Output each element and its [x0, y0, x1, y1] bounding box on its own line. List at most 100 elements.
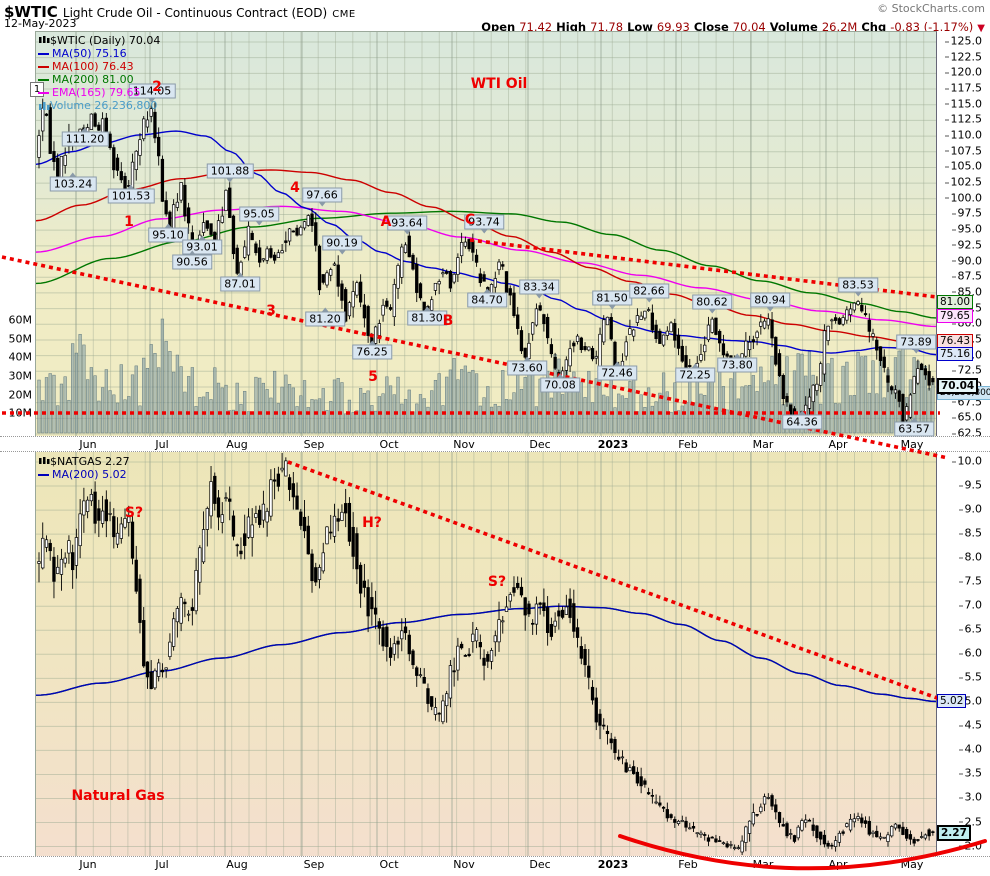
- price-callout: 83.53: [838, 277, 878, 297]
- wtic-y-axis-tick: 102.5: [938, 176, 983, 189]
- price-callout: 93.74: [464, 214, 504, 234]
- price-callout: 101.88: [206, 163, 254, 183]
- legend-label: $WTIC (Daily) 70.04: [50, 34, 161, 47]
- legend-item: MA(100) 76.43: [38, 60, 134, 73]
- candlestick-icon: [39, 457, 50, 464]
- wtic-y-axis-tick: 112.5: [938, 113, 983, 126]
- copyright: © StockCharts.com: [877, 2, 985, 15]
- chart-date: 12-May-2023: [4, 17, 77, 30]
- wtic-volume-axis-tick: 10M: [8, 406, 33, 420]
- legend-item: MA(200) 5.02: [38, 468, 127, 481]
- month-label-apr: Apr: [828, 438, 848, 451]
- price-callout: 95.10: [148, 223, 188, 243]
- red-annotation: WTI Oil: [470, 76, 528, 92]
- chart-header-left: $WTIC Light Crude Oil - Continuous Contr…: [4, 2, 356, 21]
- price-callout: 81.30: [407, 306, 447, 326]
- price-callout: 81.20: [305, 307, 345, 327]
- quote-label-chg: Chg: [861, 20, 887, 34]
- price-callout: 73.80: [717, 353, 757, 373]
- natgas-y-axis-tick: 3.0: [938, 791, 983, 804]
- red-annotation: A: [380, 214, 392, 230]
- page-title: Light Crude Oil - Continuous Contract (E…: [62, 6, 328, 20]
- natgas-y-axis-tick: 6.5: [938, 623, 983, 636]
- price-callout: 93.01: [182, 235, 222, 255]
- natgas-y-axis-tick: 5.5: [938, 671, 983, 684]
- natgas-y-axis-tick: 3.5: [938, 767, 983, 780]
- quote-value-high: 71.78: [590, 20, 624, 34]
- month-label-sep: Sep: [303, 858, 325, 871]
- quote-label-high: High: [556, 20, 587, 34]
- natgas-y-axis-tick: 8.0: [938, 551, 983, 564]
- ma-line-icon: [38, 474, 49, 476]
- price-callout: 90.56: [172, 250, 212, 270]
- quote-row: Open 71.42 High 71.78 Low 69.93 Close 70.04 Volu…: [477, 16, 985, 35]
- red-annotation: 3: [266, 303, 276, 319]
- month-label-2023: 2023: [597, 438, 629, 451]
- red-annotation: 5: [368, 369, 378, 385]
- month-label-apr: Apr: [828, 858, 848, 871]
- month-label-2023: 2023: [597, 858, 629, 871]
- natgas-y-axis-tick: 4.5: [938, 719, 983, 732]
- natgas-month-axis: Jun Jul Aug Sep Oct Nov Dec 2023 Feb Mar Apr May: [0, 856, 990, 876]
- legend-label: MA(50) 75.16: [52, 47, 127, 60]
- natgas-y-axis-tick: 7.5: [938, 575, 983, 588]
- red-annotation: 2: [152, 79, 162, 95]
- wtic-y-axis-tick: 120.0: [938, 66, 983, 79]
- price-callout: 76.25: [352, 340, 392, 360]
- wtic-y-axis-tick: 65.0: [938, 411, 983, 424]
- natgas-y-axis-tick: 9.0: [938, 503, 983, 516]
- wtic-y-axis-tick: 92.5: [938, 238, 983, 251]
- natgas-y-axis-tick: 5.0: [938, 695, 983, 708]
- red-annotation: 4: [290, 180, 300, 196]
- natgas-y-axis-tick: 4.0: [938, 743, 983, 756]
- symbol: $WTIC: [4, 3, 58, 21]
- legend-label: MA(200) 81.00: [52, 73, 134, 86]
- wtic-y-axis-tick: 90.0: [938, 254, 983, 267]
- price-callout: 93.64: [387, 215, 427, 235]
- price-callout: 73.60: [507, 356, 547, 376]
- wtic-volume-axis-tick: 60M: [8, 313, 33, 327]
- wtic-y-axis-tick: 105.0: [938, 160, 983, 173]
- quote-value-close: 70.04: [732, 20, 766, 34]
- month-label-feb: Feb: [678, 858, 698, 871]
- candlestick-icon: [39, 36, 50, 43]
- red-annotation: 1: [124, 214, 134, 230]
- wtic-month-axis: Jun Jul Aug Sep Oct Nov Dec 2023 Feb Mar Apr May: [0, 436, 990, 452]
- month-label-mar: Mar: [752, 858, 774, 871]
- natgas-y-axis-tick: 2.5: [938, 815, 983, 828]
- price-callout: 90.19: [322, 235, 362, 255]
- legend-item: EMA(165) 79.65: [38, 86, 141, 99]
- red-annotation: S?: [124, 505, 144, 521]
- axis-price-tag: 2.27: [937, 825, 971, 841]
- price-callout: 103.24: [49, 172, 97, 192]
- red-annotation: C: [464, 212, 476, 228]
- ma-line-icon: [38, 79, 49, 81]
- price-callout: 111.20: [61, 127, 109, 147]
- quote-label-close: Close: [693, 20, 729, 34]
- price-callout: 97.66: [302, 187, 342, 207]
- month-label-dec: Dec: [529, 858, 551, 871]
- price-callout: 95.05: [239, 206, 279, 226]
- natgas-y-axis-tick: 7.0: [938, 599, 983, 612]
- month-label-jul: Jul: [155, 438, 169, 451]
- ma-line-icon: [38, 66, 49, 68]
- red-annotation: H?: [362, 515, 382, 531]
- price-callout: 82.66: [629, 283, 669, 303]
- price-callout: 81.50: [592, 290, 632, 310]
- change-down-icon: ▼: [977, 23, 985, 34]
- legend-label: MA(100) 76.43: [52, 60, 134, 73]
- price-callout: 87.01: [220, 272, 260, 292]
- month-label-dec: Dec: [529, 438, 551, 451]
- natgas-chart-panel: [35, 451, 937, 857]
- wtic-y-axis-tick: 97.5: [938, 207, 983, 220]
- natgas-y-axis-tick: 9.5: [938, 479, 983, 492]
- legend-label: Volume 26,236,800: [50, 99, 158, 112]
- price-callout: 70.08: [540, 373, 580, 393]
- price-callout: 72.46: [597, 361, 637, 381]
- quote-label-volume: Volume: [769, 20, 818, 34]
- legend-item: MA(200) 81.00: [38, 73, 134, 86]
- month-label-jul: Jul: [155, 858, 169, 871]
- ma-line-icon: [38, 92, 49, 94]
- wtic-y-axis-tick: 125.0: [938, 35, 983, 48]
- volume-bars-icon: [39, 102, 50, 110]
